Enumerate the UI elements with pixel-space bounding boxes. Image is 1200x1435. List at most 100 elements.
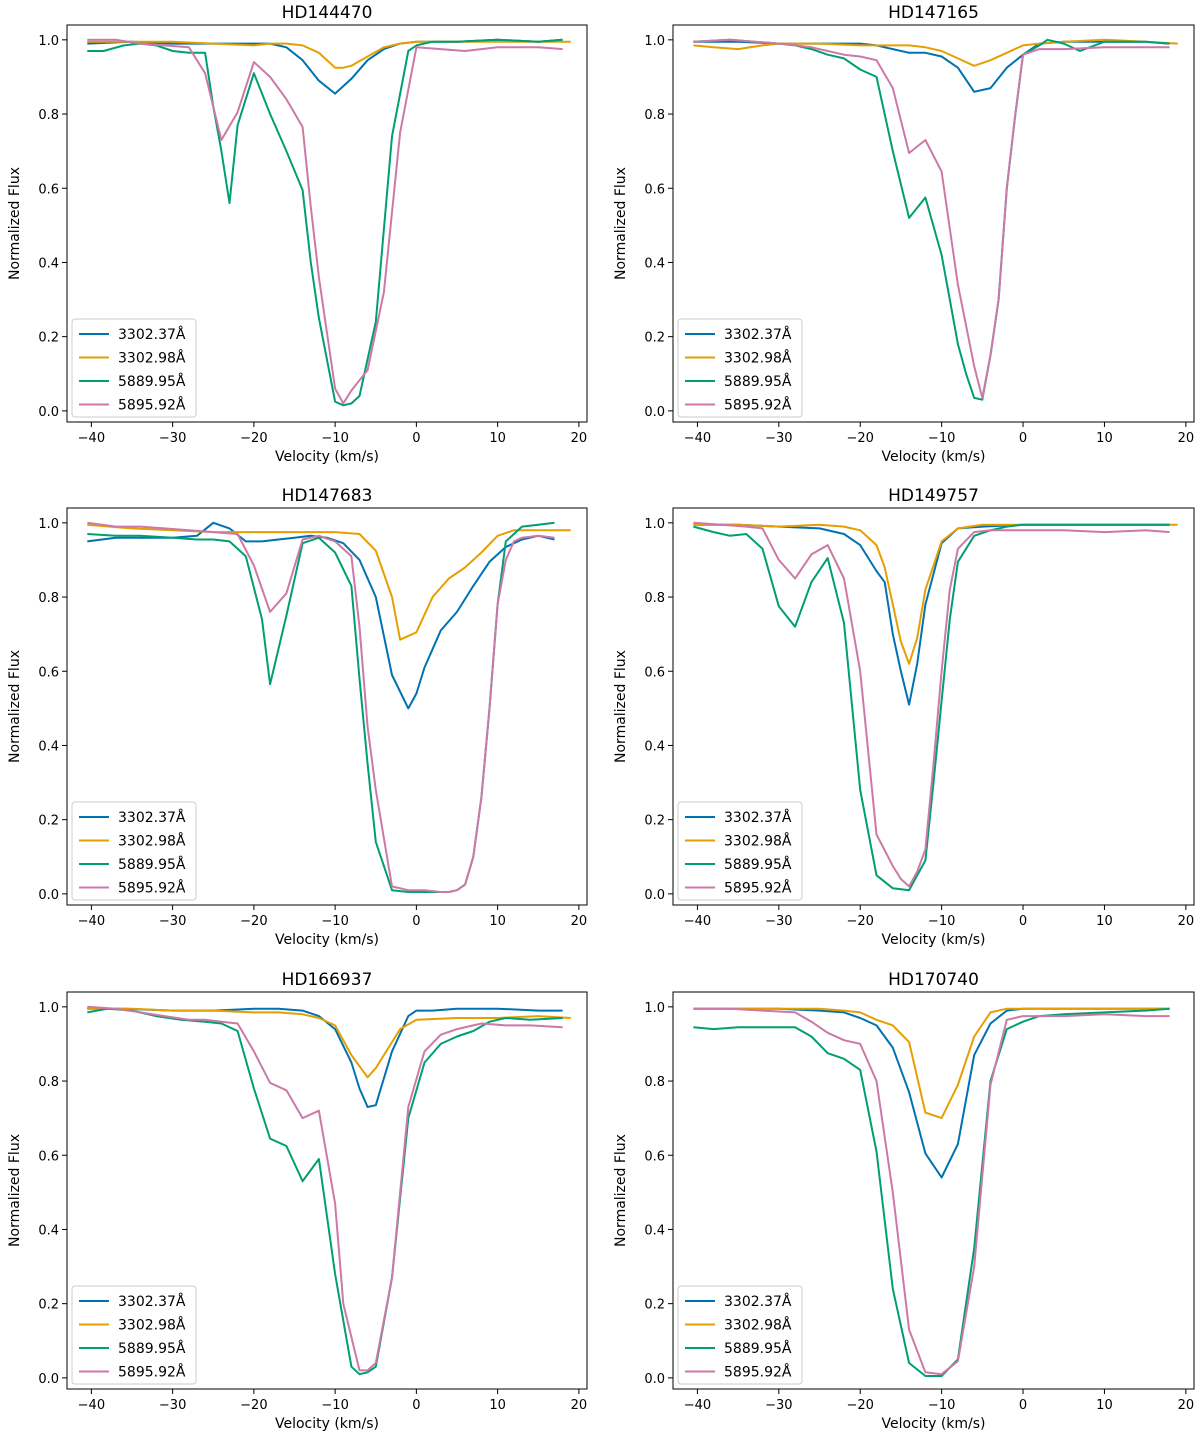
y-tick-label: 1.0 bbox=[644, 1001, 665, 1016]
x-axis-label: Velocity (km/s) bbox=[275, 932, 379, 948]
x-tick-label: 20 bbox=[571, 431, 588, 446]
series-line-4 bbox=[693, 521, 1170, 888]
x-tick-label: 20 bbox=[571, 914, 588, 929]
x-tick-label: −40 bbox=[684, 914, 711, 929]
y-tick-label: 0.4 bbox=[644, 256, 665, 271]
y-tick-label: 1.0 bbox=[38, 34, 59, 49]
legend-label: 3302.98Å bbox=[724, 833, 792, 850]
chart-title: HD149757 bbox=[888, 486, 979, 506]
x-tick-label: −30 bbox=[159, 431, 186, 446]
x-tick-label: −30 bbox=[765, 914, 792, 929]
y-tick-label: 0.4 bbox=[38, 1223, 59, 1238]
chart-panel-4: −40 −30 −20 −10 0 10 20 0.0 0.2 0.4 0.6 0.8 1.0 HD149… bbox=[613, 486, 1195, 948]
y-tick-label: 0.4 bbox=[644, 1223, 665, 1238]
legend-box bbox=[71, 1285, 197, 1385]
series-line-2 bbox=[693, 1007, 1170, 1120]
series-group bbox=[693, 521, 1178, 892]
legend-label: 5895.92Å bbox=[118, 880, 186, 897]
legend-label: 5889.95Å bbox=[724, 373, 792, 390]
legend-label: 5895.92Å bbox=[724, 397, 792, 414]
series-line-4 bbox=[87, 521, 555, 893]
x-tick-label: −30 bbox=[159, 1398, 186, 1413]
series-group bbox=[87, 1005, 571, 1376]
legend-label: 3302.98Å bbox=[118, 1317, 186, 1334]
x-tick-label: −20 bbox=[240, 431, 267, 446]
legend-box bbox=[677, 1285, 803, 1385]
x-tick-label: −20 bbox=[847, 914, 874, 929]
legend-label: 5889.95Å bbox=[118, 856, 186, 873]
x-tick-label: −20 bbox=[847, 1398, 874, 1413]
y-tick-label: 0.6 bbox=[644, 182, 665, 197]
x-axis-label: Velocity (km/s) bbox=[275, 449, 379, 465]
series-line-2 bbox=[87, 1007, 571, 1079]
x-tick-label: 10 bbox=[489, 1398, 506, 1413]
chart-panel-3: −40 −30 −20 −10 0 10 20 0.0 0.2 0.4 0.6 0.8 1.0 HD147… bbox=[7, 486, 588, 948]
legend: 3302.37Å 3302.98Å 5889.95Å 5895.92Å bbox=[71, 1285, 197, 1385]
plot-frame bbox=[672, 991, 1195, 1390]
legend-label: 3302.37Å bbox=[118, 326, 186, 343]
y-tick-label: 1.0 bbox=[644, 34, 665, 49]
legend-label: 3302.98Å bbox=[724, 1317, 792, 1334]
x-tick-label: −40 bbox=[78, 431, 105, 446]
y-tick-label: 0.2 bbox=[644, 814, 665, 829]
x-axis-label: Velocity (km/s) bbox=[881, 449, 985, 465]
legend-label: 3302.37Å bbox=[118, 809, 186, 826]
x-tick-label: 0 bbox=[412, 1398, 420, 1413]
x-tick-label: −40 bbox=[78, 1398, 105, 1413]
chart-title: HD147683 bbox=[282, 486, 373, 506]
x-tick-label: 0 bbox=[412, 914, 420, 929]
x-tick-label: −10 bbox=[321, 914, 348, 929]
plot-frame bbox=[66, 991, 588, 1390]
y-tick-label: 0.6 bbox=[38, 182, 59, 197]
series-line-2 bbox=[87, 523, 571, 641]
legend: 3302.37Å 3302.98Å 5889.95Å 5895.92Å bbox=[71, 318, 197, 418]
x-tick-label: 0 bbox=[1019, 431, 1027, 446]
x-tick-label: 20 bbox=[1178, 914, 1195, 929]
chart-title: HD147165 bbox=[888, 3, 979, 23]
y-tick-label: 0.0 bbox=[38, 888, 59, 903]
series-line-4 bbox=[693, 38, 1170, 399]
series-group bbox=[87, 521, 571, 893]
x-tick-label: 10 bbox=[1096, 1398, 1113, 1413]
y-axis-label: Normalized Flux bbox=[613, 650, 629, 763]
plot-frame bbox=[66, 507, 588, 906]
y-axis-label: Normalized Flux bbox=[613, 167, 629, 280]
y-tick-label: 0.0 bbox=[38, 1372, 59, 1387]
legend-label: 5895.92Å bbox=[724, 1364, 792, 1381]
chart-title: HD144470 bbox=[282, 3, 373, 23]
y-tick-label: 0.8 bbox=[38, 591, 59, 606]
y-tick-label: 0.6 bbox=[38, 665, 59, 680]
y-tick-label: 1.0 bbox=[38, 517, 59, 532]
x-tick-label: 0 bbox=[1019, 1398, 1027, 1413]
x-tick-label: −40 bbox=[684, 431, 711, 446]
x-tick-label: −30 bbox=[159, 914, 186, 929]
y-tick-label: 0.8 bbox=[644, 1075, 665, 1090]
y-tick-label: 0.0 bbox=[38, 405, 59, 420]
legend-label: 3302.37Å bbox=[724, 326, 792, 343]
chart-panel-5: −40 −30 −20 −10 0 10 20 0.0 0.2 0.4 0.6 0.8 1.0 HD166… bbox=[7, 970, 588, 1432]
x-tick-label: 10 bbox=[489, 914, 506, 929]
y-axis-label: Normalized Flux bbox=[613, 1134, 629, 1247]
x-axis-label: Velocity (km/s) bbox=[881, 1416, 985, 1432]
x-tick-label: 10 bbox=[489, 431, 506, 446]
series-group bbox=[693, 38, 1178, 401]
plot-frame bbox=[672, 507, 1195, 906]
x-tick-label: −40 bbox=[684, 1398, 711, 1413]
y-tick-label: 0.2 bbox=[38, 814, 59, 829]
legend: 3302.37Å 3302.98Å 5889.95Å 5895.92Å bbox=[71, 801, 197, 901]
series-line-3 bbox=[87, 38, 563, 407]
x-tick-label: −10 bbox=[928, 914, 955, 929]
legend-label: 5895.92Å bbox=[724, 880, 792, 897]
legend-box bbox=[677, 318, 803, 418]
legend-label: 5895.92Å bbox=[118, 397, 186, 414]
series-group bbox=[693, 1007, 1170, 1377]
y-tick-label: 0.8 bbox=[38, 108, 59, 123]
y-tick-label: 0.8 bbox=[644, 108, 665, 123]
legend-label: 5889.95Å bbox=[118, 1340, 186, 1357]
series-line-2 bbox=[693, 523, 1178, 665]
x-tick-label: −20 bbox=[240, 914, 267, 929]
y-tick-label: 0.8 bbox=[38, 1075, 59, 1090]
chart-panel-6: −40 −30 −20 −10 0 10 20 0.0 0.2 0.4 0.6 0.8 1.0 HD170… bbox=[613, 970, 1195, 1432]
x-tick-label: −10 bbox=[321, 1398, 348, 1413]
